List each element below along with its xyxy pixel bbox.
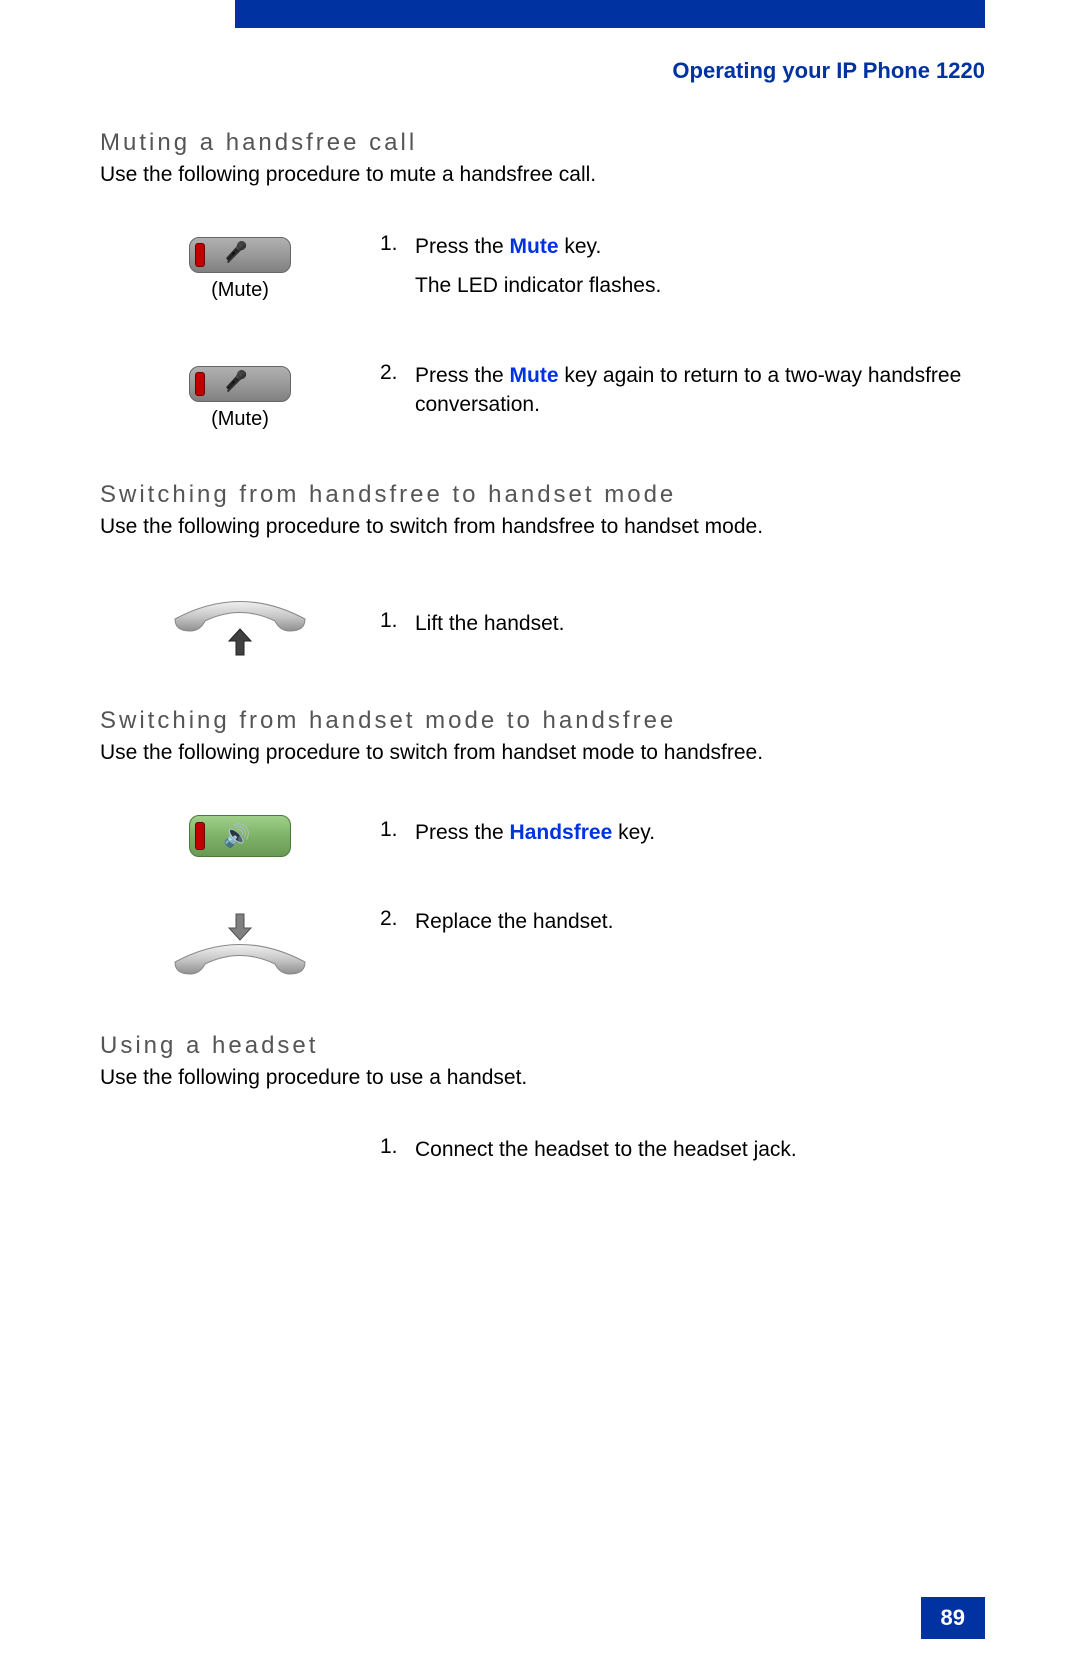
icon-caption: (Mute) (211, 408, 269, 431)
step-text-column: 1. Connect the headset to the headset ja… (380, 1135, 985, 1174)
section-heading-headset: Using a headset (100, 1032, 985, 1060)
step-row: (Mute) 1. Press the Mute key. The LED in… (100, 232, 985, 311)
icon-caption: (Mute) (211, 279, 269, 302)
step-text-column: 1. Press the Mute key. The LED indicator… (380, 232, 985, 311)
microphone-muted-icon (227, 243, 247, 267)
step-number: 2. (380, 361, 415, 430)
step-row: 🔊 1. Press the Handsfree key. (100, 810, 985, 857)
step-text-body: Lift the handset. (415, 609, 985, 638)
step-text-column: 1. Lift the handset. (380, 584, 985, 648)
handset-icon (165, 932, 315, 982)
speaker-icon: 🔊 (223, 823, 250, 849)
step-row: 2. Replace the handset. (100, 907, 985, 982)
section-intro-muting: Use the following procedure to mute a ha… (100, 163, 985, 187)
microphone-muted-icon (227, 372, 247, 396)
step-text-post: key. (612, 821, 655, 844)
icon-column (100, 584, 380, 657)
step-text-column: 2. Press the Mute key again to return to… (380, 361, 985, 430)
step-text-extra: The LED indicator flashes. (415, 271, 985, 300)
page-header-title: Operating your IP Phone 1220 (0, 58, 985, 84)
icon-column: 🔊 (100, 810, 380, 857)
step-number: 1. (380, 1135, 415, 1174)
step-text: Press the Handsfree key. (415, 818, 985, 857)
step-text: Connect the headset to the headset jack. (415, 1135, 985, 1174)
section-heading-hf-to-hs: Switching from handsfree to handset mode (100, 481, 985, 509)
replace-handset-icon (165, 912, 315, 982)
handsfree-button-icon: 🔊 (189, 815, 291, 857)
step-text-pre: Press the (415, 235, 510, 258)
step-row: 1. Connect the headset to the headset ja… (100, 1135, 985, 1174)
step-row: 1. Lift the handset. (100, 584, 985, 657)
mute-button-icon (189, 237, 291, 273)
arrow-up-icon (225, 627, 255, 657)
mute-button-icon (189, 366, 291, 402)
icon-column: (Mute) (100, 361, 380, 431)
step-text-post: key. (559, 235, 602, 258)
key-name-handsfree: Handsfree (510, 821, 613, 844)
step-text: Replace the handset. (415, 907, 985, 946)
icon-column (100, 907, 380, 982)
header-top-bar (235, 0, 985, 28)
step-text-body: Replace the handset. (415, 907, 985, 936)
lift-handset-icon (165, 589, 315, 657)
step-number: 1. (380, 232, 415, 311)
step-text: Lift the handset. (415, 609, 985, 648)
section-intro-hf-to-hs: Use the following procedure to switch fr… (100, 515, 985, 539)
step-text-column: 1. Press the Handsfree key. (380, 810, 985, 857)
step-number: 1. (380, 818, 415, 857)
step-number: 2. (380, 907, 415, 946)
section-intro-hs-to-hf: Use the following procedure to switch fr… (100, 741, 985, 765)
key-name-mute: Mute (510, 235, 559, 258)
page-number: 89 (921, 1597, 985, 1639)
section-heading-muting: Muting a handsfree call (100, 129, 985, 157)
step-text-body: Connect the headset to the headset jack. (415, 1135, 985, 1164)
section-heading-hs-to-hf: Switching from handset mode to handsfree (100, 707, 985, 735)
icon-column (100, 1135, 380, 1140)
key-name-mute: Mute (510, 364, 559, 387)
step-text: Press the Mute key again to return to a … (415, 361, 985, 430)
step-text: Press the Mute key. The LED indicator fl… (415, 232, 985, 311)
step-number: 1. (380, 609, 415, 648)
icon-column: (Mute) (100, 232, 380, 302)
led-indicator-icon (195, 822, 205, 850)
step-row: (Mute) 2. Press the Mute key again to re… (100, 361, 985, 431)
led-indicator-icon (195, 243, 205, 267)
led-indicator-icon (195, 372, 205, 396)
step-text-pre: Press the (415, 364, 510, 387)
section-intro-headset: Use the following procedure to use a han… (100, 1066, 985, 1090)
step-text-column: 2. Replace the handset. (380, 907, 985, 946)
step-text-pre: Press the (415, 821, 510, 844)
